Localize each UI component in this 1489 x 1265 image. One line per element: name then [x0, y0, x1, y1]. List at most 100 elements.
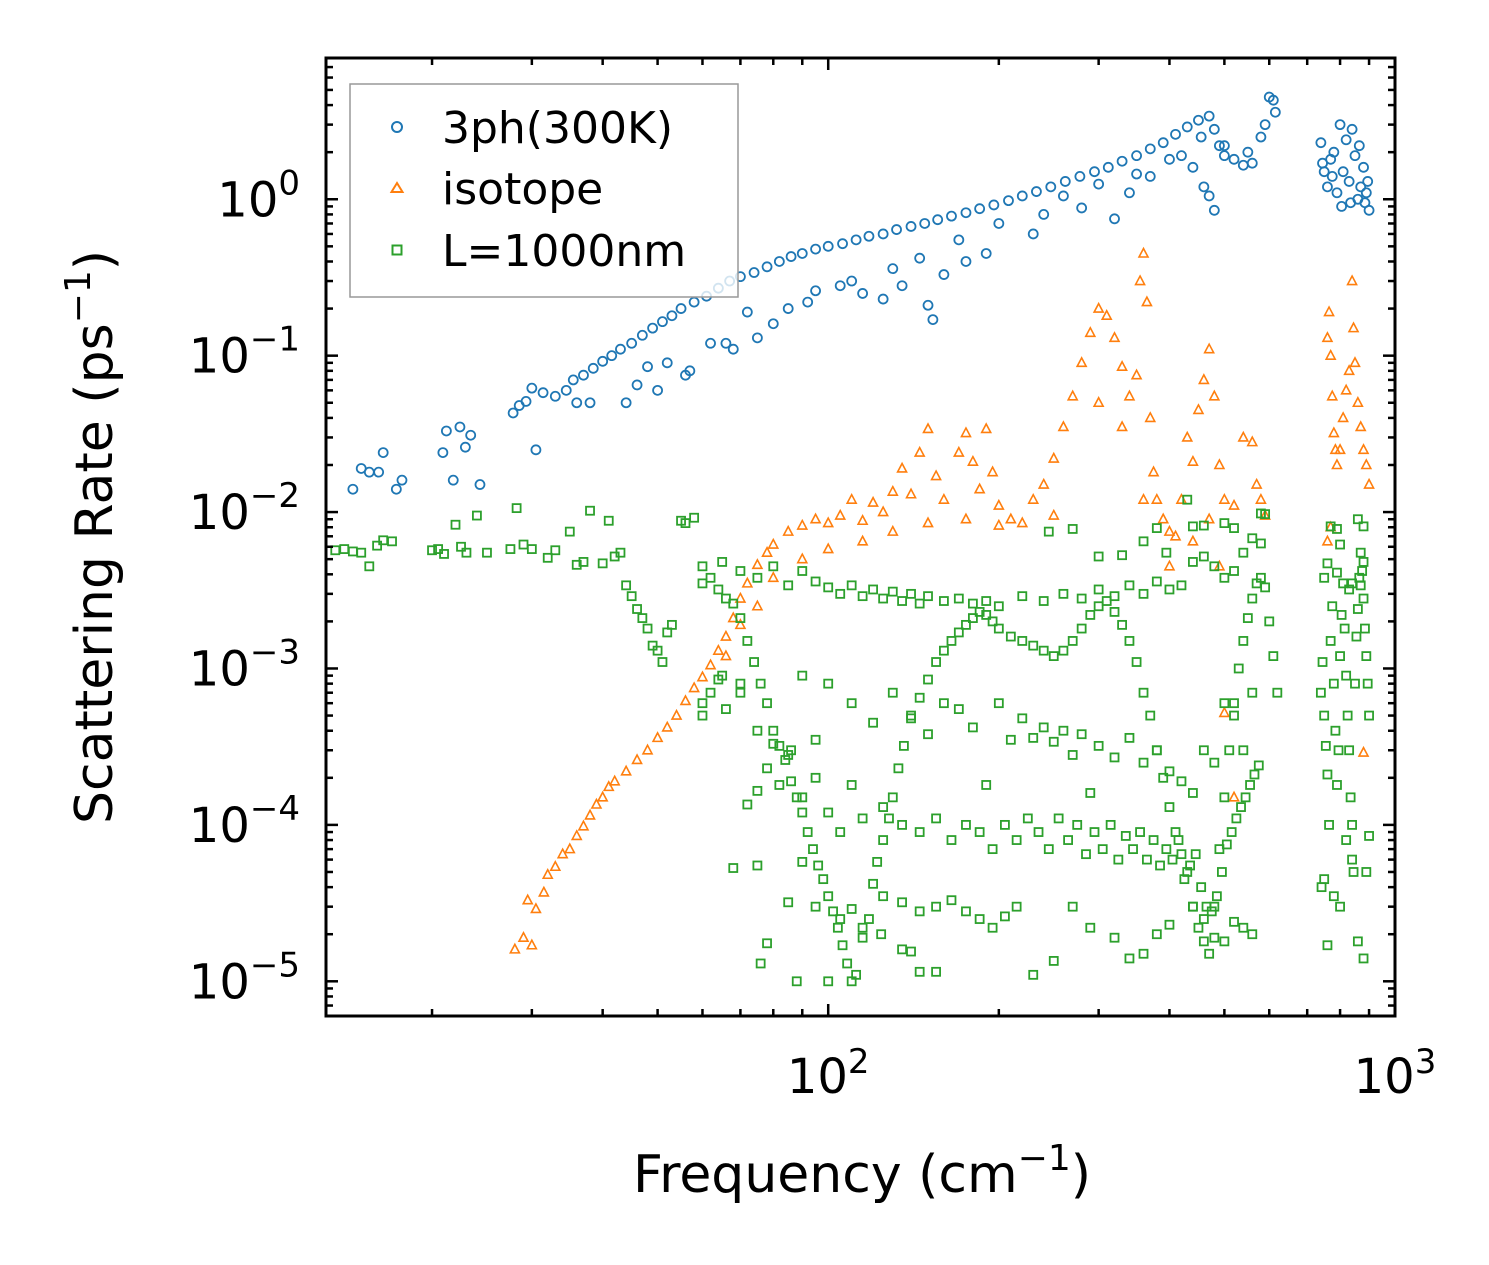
data-point-square	[846, 904, 857, 914]
data-point-square	[1067, 750, 1078, 760]
data-point-square	[828, 906, 838, 917]
data-point-square	[808, 844, 818, 855]
y-tick-label: 10−2	[189, 476, 300, 541]
data-point-circle	[1076, 202, 1088, 214]
data-point-square	[585, 505, 595, 516]
data-point-square	[1327, 601, 1338, 612]
data-point-square	[851, 969, 862, 980]
data-point-square	[993, 698, 1004, 709]
legend-frame	[349, 83, 739, 298]
data-point-square	[1167, 854, 1178, 865]
data-point-square	[1151, 929, 1162, 940]
series-circle	[347, 91, 1375, 495]
data-point-circle	[1336, 201, 1348, 212]
data-point-square	[878, 835, 889, 845]
data-point-circle	[636, 329, 648, 341]
data-point-square	[1188, 557, 1198, 567]
data-point-square	[835, 827, 846, 837]
data-point-square	[1000, 911, 1010, 922]
data-point-square	[1325, 521, 1336, 532]
data-point-square	[931, 966, 941, 977]
data-point-triangle	[696, 670, 709, 682]
data-point-square	[615, 547, 626, 558]
data-point-circle	[1355, 181, 1367, 193]
data-point-circle	[1343, 176, 1355, 187]
data-point-circle	[1360, 187, 1372, 199]
data-point-triangle	[1181, 430, 1194, 442]
data-point-triangle	[751, 599, 764, 611]
data-point-triangle	[688, 681, 700, 693]
data-point-square	[603, 515, 614, 526]
data-point-square	[823, 678, 834, 689]
data-point-square	[1005, 734, 1016, 745]
data-point-square	[1198, 914, 1209, 924]
data-point-circle	[1164, 153, 1175, 165]
data-point-square	[1245, 780, 1255, 790]
data-point-square	[1093, 601, 1104, 612]
data-point-square	[1209, 757, 1220, 768]
data-point-square	[906, 946, 916, 957]
data-point-circle	[666, 310, 678, 322]
data-point-triangle	[960, 512, 972, 524]
data-point-square	[1247, 929, 1258, 940]
data-point-triangle	[1228, 498, 1240, 510]
data-point-circle	[526, 382, 538, 394]
data-point-triangle	[1084, 326, 1097, 338]
data-point-circle	[919, 218, 931, 229]
data-point-square	[1151, 576, 1162, 587]
data-point-circle	[1353, 140, 1365, 152]
data-point-square	[846, 698, 857, 709]
data-point-circle	[810, 243, 821, 255]
data-point-circle	[1331, 187, 1343, 199]
data-point-triangle	[1218, 706, 1231, 718]
data-point-square	[1219, 792, 1230, 803]
data-point-circle	[974, 203, 986, 215]
data-point-square	[1355, 547, 1366, 558]
data-point-square	[735, 613, 746, 623]
data-point-circle	[1144, 170, 1156, 182]
data-point-square	[1338, 578, 1349, 589]
data-point-square	[1063, 835, 1074, 845]
data-point-square	[1109, 591, 1120, 602]
data-point-circle	[705, 337, 716, 349]
data-point-square	[1038, 722, 1049, 733]
data-point-square	[689, 512, 700, 523]
data-point-circle	[1027, 228, 1039, 240]
data-point-triangle	[1321, 534, 1334, 546]
data-point-circle	[1317, 157, 1328, 169]
data-point-square	[1209, 932, 1220, 943]
data-point-square	[1067, 901, 1078, 912]
y-axis-label-text: Scattering Rate (ps	[65, 323, 125, 824]
data-point-square	[931, 901, 941, 912]
data-point-triangle	[1092, 396, 1105, 408]
data-point-triangle	[526, 938, 538, 950]
data-point-square	[762, 698, 772, 709]
data-point-square	[768, 561, 779, 572]
data-point-square	[1330, 725, 1341, 736]
data-point-triangle	[734, 591, 747, 603]
data-point-triangle	[986, 465, 999, 477]
data-point-square	[1264, 616, 1275, 627]
data-point-square	[1229, 916, 1239, 927]
data-point-square	[1219, 518, 1230, 529]
data-point-circle	[1237, 159, 1249, 171]
data-point-square	[1142, 854, 1152, 865]
data-point-square	[1358, 593, 1369, 604]
data-point-triangle	[1218, 492, 1231, 504]
data-point-triangle	[938, 492, 950, 504]
data-point-square	[1342, 710, 1353, 721]
data-point-circle	[537, 387, 549, 399]
data-point-triangle	[1198, 373, 1210, 385]
data-point-circle	[1363, 204, 1375, 216]
data-point-square	[1345, 792, 1356, 803]
data-point-triangle	[1016, 516, 1029, 528]
x-axis-label-text: Frequency (cm	[633, 1145, 1018, 1205]
data-point-square	[1364, 710, 1374, 721]
data-point-square	[981, 610, 992, 620]
data-point-triangle	[1259, 508, 1271, 520]
data-point-square	[1328, 678, 1339, 689]
data-point-square	[857, 932, 868, 943]
data-point-square	[1226, 827, 1237, 837]
data-point-square	[810, 576, 821, 587]
data-point-square	[823, 807, 834, 818]
